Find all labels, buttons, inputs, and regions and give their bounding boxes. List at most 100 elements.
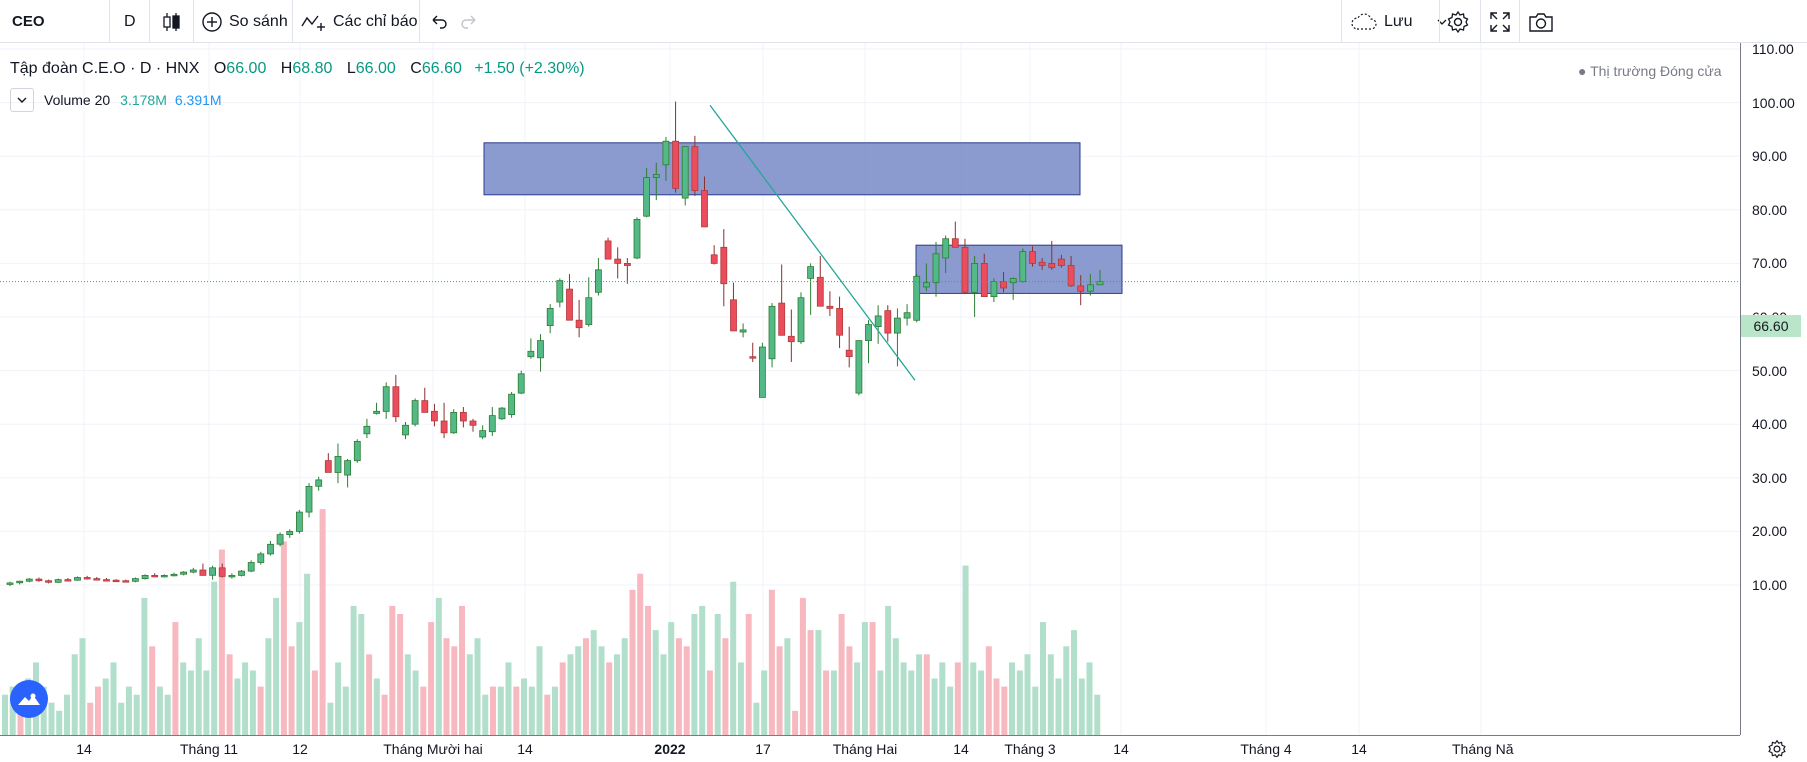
volume-value: 3.178M — [120, 92, 167, 108]
tradingview-logo[interactable] — [10, 680, 48, 718]
candle-body — [218, 567, 226, 577]
chart-canvas[interactable] — [0, 43, 1740, 735]
symbol-search-button[interactable]: CEO — [12, 0, 45, 43]
volume-bar — [71, 654, 78, 735]
volume-bar — [730, 581, 737, 735]
volume-bar — [1040, 622, 1046, 735]
camera-icon — [1528, 11, 1554, 33]
volume-bar — [1024, 654, 1031, 735]
volume-bar — [621, 638, 628, 735]
volume-bar — [629, 589, 636, 735]
high-value: 68.80 — [292, 60, 333, 77]
price-tick-label: 40.00 — [1752, 416, 1788, 433]
fullscreen-button[interactable] — [1489, 0, 1511, 43]
volume-bar — [466, 654, 473, 735]
candle-body — [884, 310, 892, 334]
gear-icon — [1768, 739, 1786, 759]
toolbar-divider — [193, 0, 194, 43]
snapshot-button[interactable] — [1528, 0, 1554, 43]
interval-button[interactable]: D — [124, 0, 136, 43]
volume-bar — [637, 573, 644, 735]
settings-button[interactable] — [1446, 0, 1470, 43]
candle-body — [1087, 284, 1094, 292]
candle-body — [189, 569, 197, 573]
candle-body — [411, 400, 419, 425]
volume-bar — [87, 702, 94, 735]
low-label: L — [346, 60, 356, 77]
candle-body — [334, 455, 342, 473]
time-tick-label: 14 — [1351, 741, 1367, 757]
volume-bar — [1063, 646, 1070, 735]
volume-bar — [490, 686, 496, 735]
toolbar-divider — [109, 0, 110, 43]
price-tick-label: 70.00 — [1752, 255, 1788, 272]
symbol-label: CEO — [12, 13, 45, 30]
chart-type-button[interactable] — [160, 0, 182, 43]
market-status-label: Thị trường Đóng cửa — [1590, 63, 1722, 79]
volume-bar — [614, 654, 620, 735]
candle-body — [382, 386, 390, 412]
volume-bar — [606, 662, 613, 735]
time-tick-label: Tháng 3 — [1004, 741, 1056, 757]
volume-bar — [288, 646, 295, 735]
indicators-button[interactable]: Các chỉ báo — [301, 0, 418, 43]
candle-body — [363, 425, 371, 435]
save-label: Lưu — [1384, 12, 1413, 30]
undo-button[interactable] — [430, 0, 448, 43]
candle-body — [778, 302, 786, 336]
logo-icon — [18, 693, 40, 705]
volume-bar — [652, 630, 659, 735]
redo-icon — [460, 13, 478, 31]
volume-bar — [9, 686, 16, 735]
candle-body — [508, 393, 516, 416]
volume-bar — [1047, 654, 1054, 735]
candle-body — [624, 262, 631, 266]
redo-button[interactable] — [460, 0, 478, 43]
candle-body — [324, 460, 332, 473]
volume-bar — [978, 670, 985, 735]
volume-bar — [846, 646, 853, 735]
candle-body — [1029, 251, 1036, 264]
price-tick-label: 100.00 — [1752, 94, 1795, 111]
volume-bar — [296, 622, 303, 735]
chevron-down-icon — [1437, 17, 1447, 27]
candle-body — [450, 411, 458, 434]
volume-label: Volume 20 — [44, 92, 111, 108]
candle-body — [141, 575, 149, 580]
time-axis[interactable] — [0, 735, 1740, 762]
candle-body — [556, 280, 564, 303]
toolbar-divider — [1439, 0, 1440, 43]
compare-label: So sánh — [229, 12, 288, 30]
candle-body — [16, 580, 24, 584]
candle-body — [1077, 285, 1085, 292]
volume-bar — [567, 654, 574, 735]
scale-settings-button[interactable] — [1764, 736, 1790, 762]
volume-bar — [366, 654, 373, 735]
volume-bar — [451, 646, 458, 735]
volume-bar — [668, 622, 675, 735]
price-tick-label: 90.00 — [1752, 148, 1788, 165]
volume-bar — [985, 646, 992, 735]
candle-body — [990, 281, 998, 298]
volume-bar — [792, 710, 799, 735]
volume-bar — [505, 662, 512, 735]
legend-collapse-button[interactable] — [10, 88, 34, 112]
volume-bar — [195, 638, 202, 735]
volume-bar — [1001, 686, 1008, 735]
volume-bar — [125, 686, 132, 735]
candle-body — [527, 350, 535, 358]
candle-body — [160, 575, 168, 578]
candle-body — [64, 579, 72, 582]
candle-body — [286, 530, 294, 535]
price-axis[interactable] — [1740, 43, 1807, 735]
volume-bar — [141, 597, 148, 735]
candle-body — [276, 534, 284, 545]
save-button[interactable]: Lưu — [1350, 0, 1447, 43]
gear-icon — [1446, 10, 1470, 34]
compare-button[interactable]: So sánh — [201, 0, 288, 43]
resistance-zone-rectangle — [483, 142, 1081, 196]
candle-body — [595, 269, 602, 293]
volume-bar — [916, 654, 923, 735]
volume-bar — [683, 646, 690, 735]
volume-bar — [133, 694, 140, 735]
